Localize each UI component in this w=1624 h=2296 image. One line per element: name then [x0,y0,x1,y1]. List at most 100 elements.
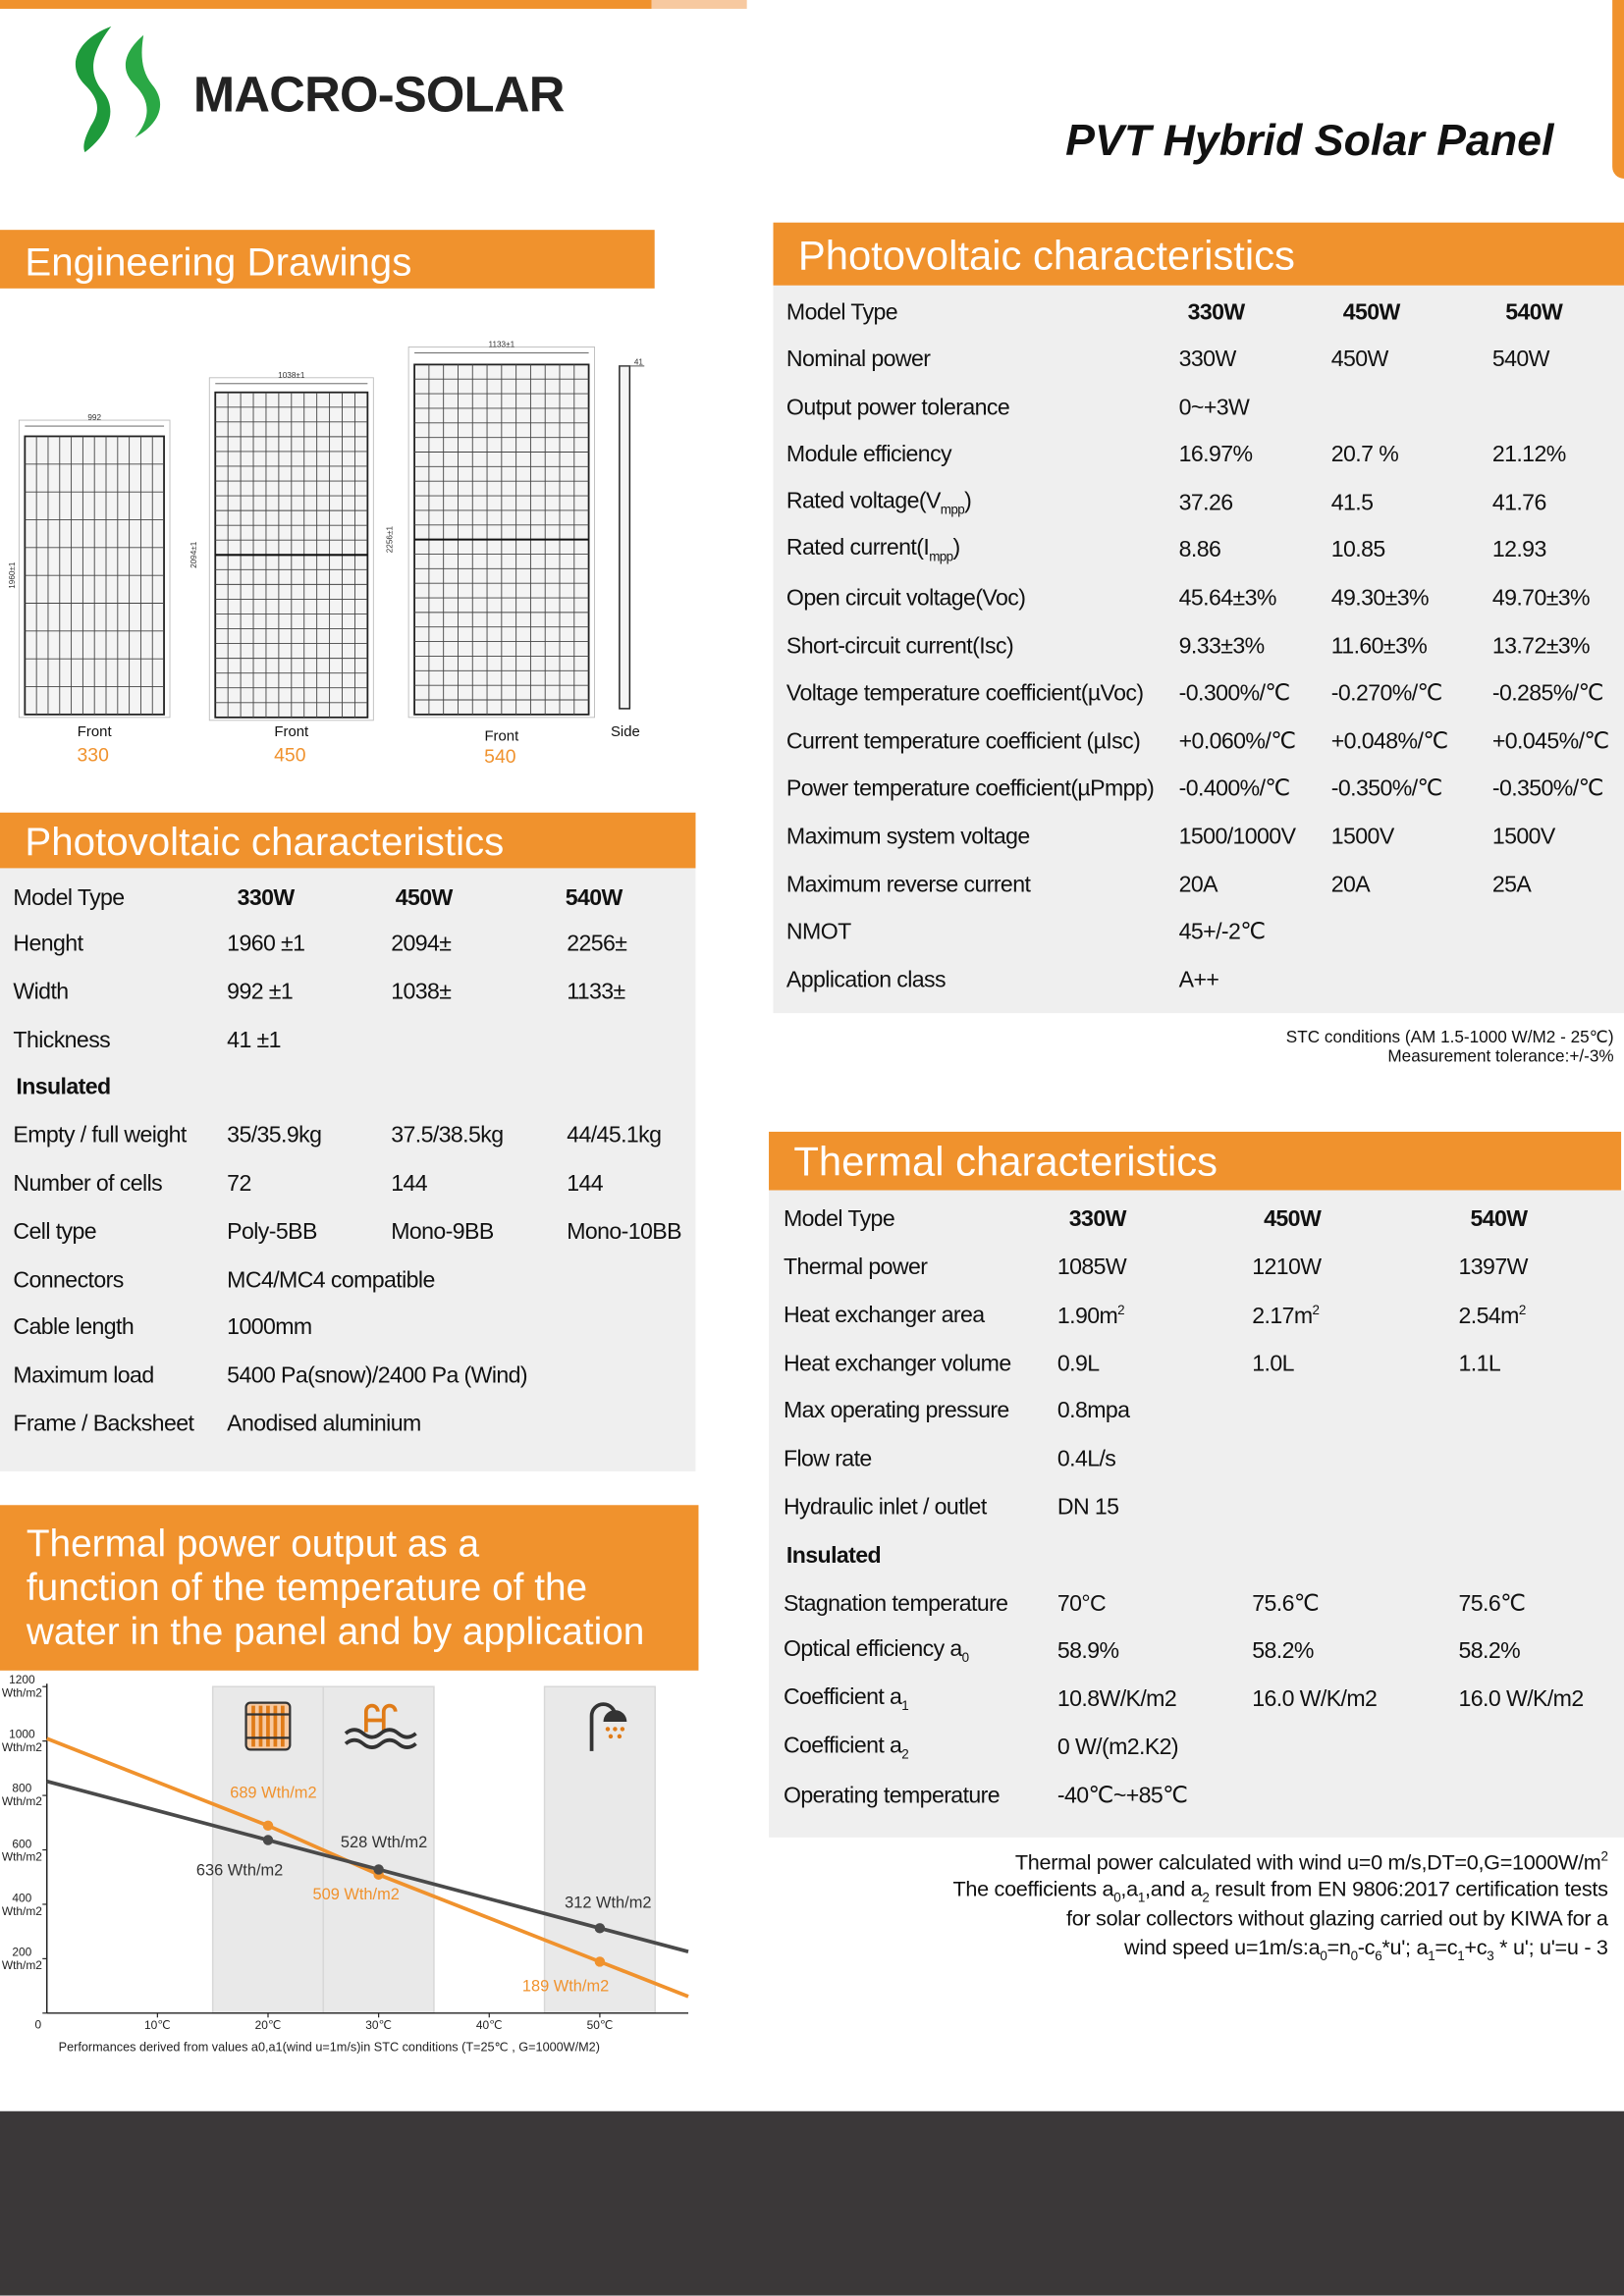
row-label: Model Type [13,885,125,912]
table-value: 144 [391,1171,428,1197]
text-part: *u'; a [1381,1937,1429,1961]
top-bar-accent [651,0,747,9]
table-value: 58.2% [1458,1638,1521,1665]
footnote: The coefficients a0,a1,and a2 result fro… [952,1879,1607,1905]
subscript: mpp [929,549,953,564]
supscript: 2 [1117,1302,1125,1317]
row-label: Model Type [783,1206,895,1232]
width-label: 1133±1 [489,340,515,348]
y-tick-label: 600 Wth/m2 [1,1837,42,1863]
row-label: Cable length [13,1315,135,1341]
row-label: Maximum system voltage [785,825,1030,850]
table-value: 45+/-2℃ [1178,920,1267,945]
text-part: +c [1464,1937,1488,1961]
row-label: Thermal power [783,1255,928,1280]
row-label: Maximum load [13,1363,154,1389]
data-point [262,1820,274,1832]
text-part: Coefficient a [783,1733,902,1759]
table-value: +0.048%/℃ [1330,728,1449,755]
table-value: 5400 Pa(snow)/2400 Pa (Wind) [227,1363,528,1389]
logo-mark [75,26,161,153]
table-value: 58.9% [1056,1638,1119,1665]
data-point [373,1864,384,1875]
table-value: Poly-5BB [227,1219,317,1245]
table-value: 2256± [567,931,627,957]
data-label: 509 Wth/m2 [313,1886,400,1903]
footnote: STC conditions (AM 1.5-1000 W/M2 - 25℃) [1285,1029,1614,1047]
row-label: Heat exchanger volume [783,1351,1011,1376]
row-label: Maximum reverse current [785,872,1031,898]
table-background [773,285,1624,1014]
supscript: 2 [1518,1302,1526,1317]
y-tick-label: 400 Wth/m2 [1,1891,42,1918]
table-value: 2.54m2 [1458,1302,1527,1329]
table-value: 37.26 [1178,490,1233,516]
table-value: 0.9L [1056,1351,1100,1376]
row-label: Optical efficiency a0 [783,1637,969,1666]
table-value: 25A [1491,872,1532,898]
pool-icon [344,1703,417,1749]
table-value: DN 15 [1056,1495,1119,1521]
table-value: 1000mm [227,1315,312,1341]
table-value: 72 [227,1171,251,1197]
subscript: 2 [901,1746,909,1762]
height-label: 1960±1 [8,561,17,589]
y-tick-label: 0 [34,2018,42,2032]
side-view [619,365,631,710]
model-label: 540 [484,746,516,768]
row-label: Rated voltage(Vmpp) [786,490,972,516]
table-value: 0.4L/s [1056,1447,1116,1472]
text-part: 2.17m [1252,1304,1313,1329]
text-part: -c [1357,1937,1376,1961]
view-label: Front [484,729,519,745]
row-label: Nominal power [785,347,931,373]
row-label: Coefficient a1 [784,1686,909,1713]
table-value: 41.76 [1491,490,1546,516]
table-value: 2094± [391,931,452,957]
text-part: 2.54m [1458,1304,1520,1329]
table-value: -40℃~+85℃ [1056,1783,1188,1809]
row-label: Voltage temperature coefficient(µVoc) [785,681,1144,707]
chart-note: Performances derived from values a0,a1(w… [59,2041,600,2055]
depth-label: 41 [634,357,644,366]
table-value: 41.5 [1330,490,1374,516]
table-value: 58.2% [1252,1638,1314,1665]
table-value: -0.400%/℃ [1178,776,1291,802]
data-label: 312 Wth/m2 [565,1894,651,1911]
table-value: 1960 ±1 [227,931,305,957]
x-tick-label: 20℃ [255,2018,282,2032]
text-part: =n [1326,1937,1351,1961]
table-value: 49.70±3% [1491,585,1591,612]
subscript: 1 [1428,1949,1435,1963]
text-part: =c [1435,1937,1458,1961]
table-value: 992 ±1 [227,979,294,1005]
edge-accent [1612,0,1624,179]
subscript: 0 [1320,1949,1327,1963]
table-value: MC4/MC4 compatible [227,1267,435,1293]
y-tick-label: 800 Wth/m2 [1,1782,42,1809]
table-value: 1500/1000V [1178,825,1296,850]
subscript: 0 [1113,1890,1121,1905]
table-value: 12.93 [1491,538,1546,563]
table-value: -0.350%/℃ [1330,776,1443,802]
table-value: 1.90m2 [1057,1302,1125,1328]
table-value: 1133± [567,979,625,1005]
text-part: Optical efficiency a [783,1637,962,1663]
row-label: Rated current(Impp) [786,538,960,564]
table-value: 330W [1178,347,1237,373]
subscript: 1 [1137,1890,1146,1905]
table-value: 10.85 [1330,538,1385,563]
supscript: 2 [1600,1848,1608,1864]
row-label: Power temperature coefficient(µPmpp) [785,776,1155,802]
row-label: Module efficiency [785,443,952,468]
section-header: Thermal characteristics [769,1131,1622,1191]
data-label: 189 Wth/m2 [522,1977,609,1995]
drawing-frame [18,419,171,719]
text-part: Rated current(I [785,536,930,561]
table-value: 20A [1330,872,1371,898]
view-label: Side [611,724,640,740]
table-value: A++ [1178,967,1219,993]
column-header: 330W [1068,1206,1127,1232]
text-part: Thermal power calculated with wind u=0 m… [1014,1851,1601,1876]
table-value: 21.12% [1491,443,1566,468]
